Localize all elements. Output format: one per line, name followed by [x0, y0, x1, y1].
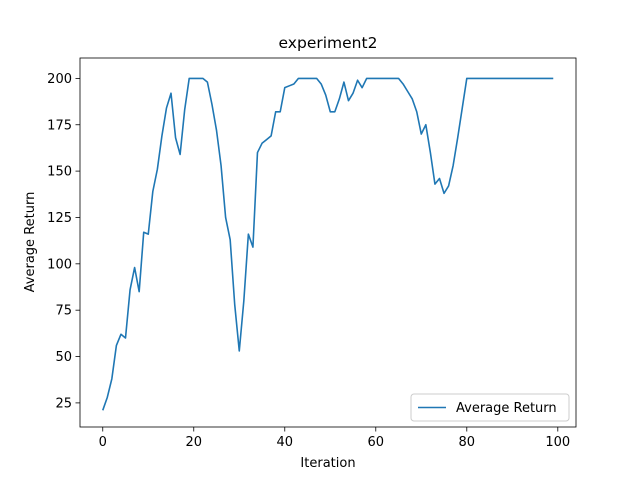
x-tick-label: 80 [459, 435, 476, 450]
y-tick-label: 175 [47, 118, 72, 133]
y-axis-label: Average Return [23, 192, 38, 293]
y-tick-label: 50 [55, 350, 72, 365]
plot-area: 0 20 40 60 80 100 25 50 75 100 125 150 175 200 [47, 57, 577, 450]
x-tick-label: 20 [185, 435, 202, 450]
x-tick-label: 100 [545, 435, 570, 450]
x-axis-label: Iteration [300, 456, 355, 471]
y-tick-label: 25 [55, 396, 72, 411]
x-tick-label: 60 [368, 435, 385, 450]
y-tick-label: 100 [47, 257, 72, 272]
axes-frame [79, 57, 577, 428]
y-tick-label: 200 [47, 72, 72, 87]
y-tick-label: 150 [47, 165, 72, 180]
legend-label: Average Return [456, 401, 557, 416]
y-tick-label: 75 [55, 304, 72, 319]
legend: Average Return [410, 393, 570, 422]
chart-title: experiment2 [279, 34, 378, 52]
series-line-average-return [101, 77, 554, 411]
x-tick-label: 40 [276, 435, 293, 450]
x-tick-label: 0 [99, 435, 107, 450]
y-tick-label: 125 [47, 211, 72, 226]
legend-box [410, 393, 570, 422]
